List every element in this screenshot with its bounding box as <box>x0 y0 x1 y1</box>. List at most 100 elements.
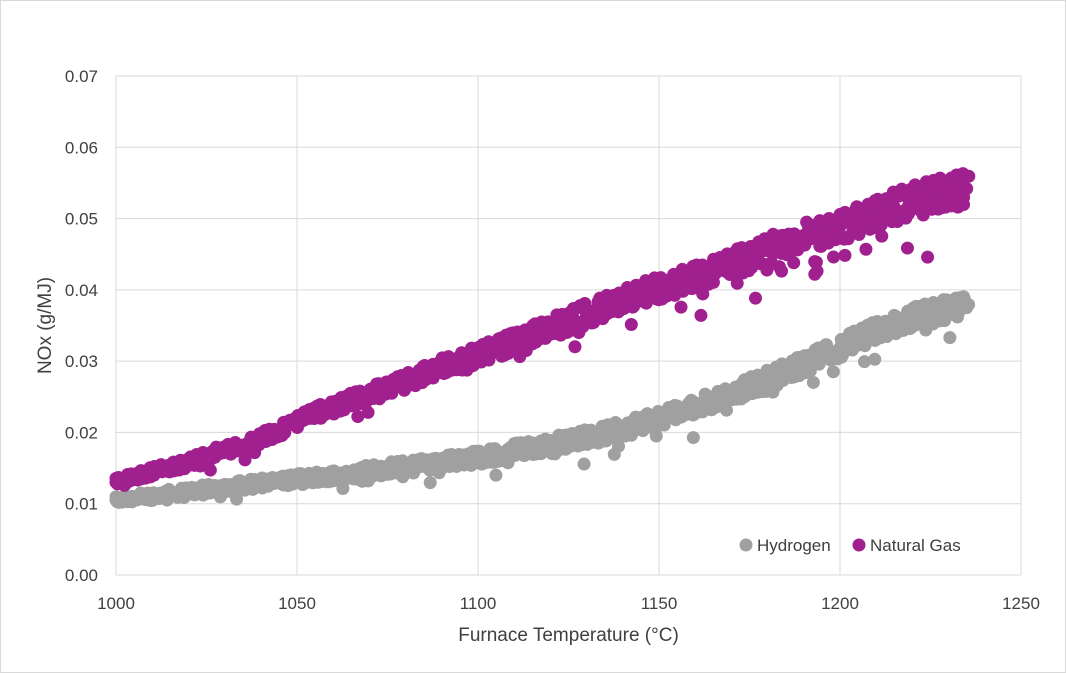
data-point <box>688 269 702 283</box>
data-point <box>806 375 820 389</box>
x-tick-label: 1100 <box>460 594 497 613</box>
data-point <box>577 457 591 471</box>
data-point <box>308 470 322 484</box>
y-axis-title: NOx (g/MJ) <box>35 277 56 374</box>
data-point <box>580 307 594 321</box>
data-point <box>525 328 539 342</box>
data-point <box>706 264 720 278</box>
data-point <box>145 465 159 479</box>
legend-marker <box>739 538 753 552</box>
data-point <box>562 314 575 328</box>
data-point <box>435 455 449 469</box>
data-point <box>562 434 575 448</box>
data-point <box>399 375 413 389</box>
data-point <box>719 403 733 417</box>
data-point <box>943 331 957 345</box>
x-tick-label: 1000 <box>97 594 135 613</box>
data-point <box>652 411 666 425</box>
x-tick-label: 1250 <box>1002 594 1040 613</box>
data-point <box>962 169 976 183</box>
series-layer <box>109 167 976 509</box>
data-point <box>230 492 244 506</box>
data-point <box>598 299 612 313</box>
data-point <box>724 387 738 401</box>
data-point <box>598 426 612 440</box>
data-point <box>942 185 956 199</box>
data-point <box>163 460 177 474</box>
data-point <box>851 333 865 347</box>
data-point <box>109 493 123 507</box>
data-point <box>326 400 340 414</box>
data-point <box>362 464 376 478</box>
data-point <box>887 200 901 214</box>
data-point <box>960 182 974 196</box>
data-point <box>145 489 159 503</box>
data-point <box>634 416 648 430</box>
y-tick-label: 0.00 <box>65 566 98 585</box>
data-point <box>761 244 775 258</box>
y-tick-label: 0.04 <box>65 281 98 300</box>
legend-item-natural-gas: Natural Gas <box>852 536 961 555</box>
data-point <box>417 458 431 472</box>
data-point <box>875 229 889 243</box>
data-point <box>851 214 865 228</box>
data-point <box>838 248 852 262</box>
data-point <box>887 317 901 331</box>
data-point <box>181 455 195 469</box>
data-point <box>435 359 449 373</box>
x-tick-label: 1200 <box>821 594 859 613</box>
data-point <box>924 306 937 320</box>
y-tick-label: 0.07 <box>65 67 98 86</box>
data-point <box>200 482 213 496</box>
data-point <box>761 373 775 387</box>
data-point <box>670 275 684 289</box>
data-point <box>724 257 738 271</box>
data-point <box>787 256 801 270</box>
data-point <box>290 472 304 486</box>
data-point <box>453 453 467 467</box>
data-point <box>921 250 935 264</box>
data-point <box>489 341 503 355</box>
data-point <box>417 367 431 381</box>
data-point <box>859 242 873 256</box>
data-point <box>362 388 376 402</box>
data-point <box>706 393 720 407</box>
data-point <box>423 476 437 490</box>
data-point <box>868 352 882 366</box>
data-point <box>612 439 626 453</box>
data-point <box>290 415 304 429</box>
data-point <box>942 302 956 316</box>
data-point <box>624 318 638 332</box>
data-point <box>797 357 811 371</box>
data-point <box>833 341 847 355</box>
data-point <box>857 355 871 369</box>
data-point <box>543 321 557 335</box>
data-point <box>568 340 582 354</box>
data-point <box>874 218 888 232</box>
data-point <box>272 423 286 437</box>
series-natural-gas <box>109 167 976 492</box>
y-tick-label: 0.02 <box>65 423 98 442</box>
axis-layer: 0.00 0.01 0.02 0.03 0.04 0.05 0.06 0.07 1000 1050… <box>65 67 1040 613</box>
data-point <box>616 292 630 306</box>
y-tick-label: 0.06 <box>65 138 98 157</box>
data-point <box>810 264 824 278</box>
data-point <box>236 478 250 492</box>
data-point <box>471 347 485 361</box>
legend: Hydrogen Natural Gas <box>739 536 961 555</box>
data-point <box>200 449 213 463</box>
data-point <box>489 448 503 462</box>
data-point <box>869 207 883 221</box>
y-tick-label: 0.05 <box>65 210 98 229</box>
data-point <box>453 353 467 367</box>
data-point <box>381 381 394 395</box>
data-point <box>507 444 521 458</box>
data-point <box>272 474 286 488</box>
data-point <box>381 462 394 476</box>
data-point <box>779 237 793 251</box>
data-point <box>670 405 684 419</box>
data-point <box>109 475 123 489</box>
legend-label: Natural Gas <box>870 536 961 555</box>
